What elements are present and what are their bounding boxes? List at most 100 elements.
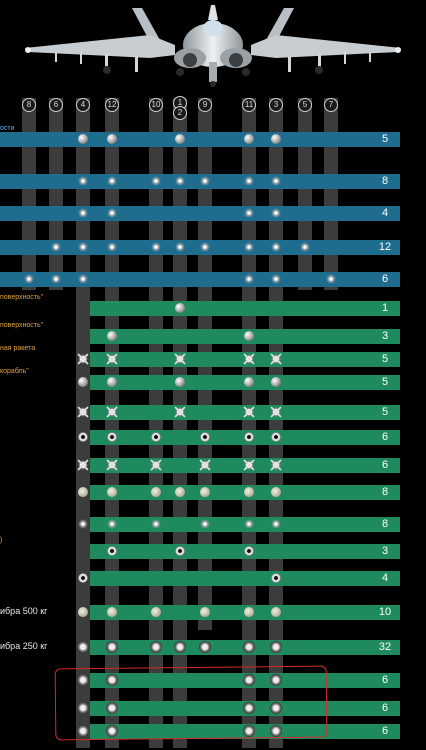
weapon-mark-icon [78, 242, 88, 252]
pylon-column-p7 [324, 98, 338, 290]
weapon-mark-icon [24, 274, 34, 284]
row-count: 32 [378, 641, 392, 653]
weapon-mark-icon [78, 487, 88, 497]
weapon-mark-icon [243, 641, 255, 653]
weapon-mark-icon [244, 242, 254, 252]
weapon-mark-icon [271, 377, 281, 387]
pylon-number-p4: 4 [76, 98, 90, 112]
row-count: 6 [381, 459, 389, 471]
weapon-mark-icon [151, 432, 161, 442]
weapon-mark-icon [173, 352, 187, 366]
pylon-number-p7: 7 [324, 98, 338, 112]
weapon-mark-icon [200, 607, 210, 617]
row-count: 1 [381, 302, 389, 314]
weapon-mark-icon [150, 641, 162, 653]
row-label: ости [0, 125, 15, 132]
weapon-mark-icon [107, 208, 117, 218]
weapon-mark-icon [244, 607, 254, 617]
row-label: поверхность" [0, 322, 44, 329]
row-count: 6 [381, 702, 389, 714]
weapon-mark-icon [175, 134, 185, 144]
weapon-mark-icon [200, 242, 210, 252]
weapon-mark-icon [300, 242, 310, 252]
weapon-mark-icon [242, 405, 256, 419]
weapon-mark-icon [244, 377, 254, 387]
weapon-mark-icon [107, 331, 117, 341]
weapon-mark-icon [106, 674, 118, 686]
weapon-mark-icon [107, 487, 117, 497]
weapon-mark-icon [51, 274, 61, 284]
pylon-number-p6: 6 [49, 98, 63, 112]
weapon-mark-icon [243, 702, 255, 714]
weapon-mark-icon [105, 405, 119, 419]
row-count: 5 [381, 376, 389, 388]
weapon-mark-icon [270, 641, 282, 653]
row-count: 5 [381, 133, 389, 145]
weapon-mark-icon [244, 331, 254, 341]
weapon-mark-icon [174, 641, 186, 653]
weapon-mark-icon [77, 674, 89, 686]
weapon-mark-icon [271, 134, 281, 144]
weapon-row[interactable] [90, 571, 400, 586]
row-count: 3 [381, 330, 389, 342]
weapon-mark-icon [78, 377, 88, 387]
pylon-column-p8 [22, 98, 36, 290]
row-count: 6 [381, 431, 389, 443]
weapon-mark-icon [175, 377, 185, 387]
weapon-mark-icon [106, 702, 118, 714]
weapon-mark-icon [149, 458, 163, 472]
row-count: 8 [381, 175, 389, 187]
weapon-mark-icon [271, 176, 281, 186]
weapon-mark-icon [175, 546, 185, 556]
row-count: 5 [381, 406, 389, 418]
weapon-row[interactable] [0, 132, 400, 147]
row-count: 6 [381, 725, 389, 737]
weapon-mark-icon [326, 274, 336, 284]
row-count: 10 [378, 606, 392, 618]
row-count: 8 [381, 518, 389, 530]
weapon-mark-icon [77, 725, 89, 737]
pylon-column-p5 [298, 98, 312, 290]
weapon-mark-icon [271, 607, 281, 617]
weapon-mark-icon [51, 242, 61, 252]
weapon-row[interactable] [0, 206, 400, 221]
row-count: 6 [381, 273, 389, 285]
weapon-mark-icon [105, 458, 119, 472]
pylon-number-p5: 5 [298, 98, 312, 112]
weapon-mark-icon [78, 134, 88, 144]
weapon-mark-icon [175, 487, 185, 497]
weapon-mark-icon [78, 519, 88, 529]
weapon-mark-icon [107, 432, 117, 442]
weapon-mark-icon [244, 487, 254, 497]
weapon-mark-icon [270, 725, 282, 737]
pylon-number-p10: 10 [149, 98, 163, 112]
weapon-mark-icon [107, 176, 117, 186]
pylon-number-p2: 2 [173, 106, 187, 120]
weapon-mark-icon [271, 208, 281, 218]
weapon-mark-icon [244, 134, 254, 144]
weapon-mark-icon [271, 519, 281, 529]
weapon-mark-icon [107, 519, 117, 529]
weapon-mark-icon [269, 352, 283, 366]
weapon-mark-icon [77, 702, 89, 714]
weapon-mark-icon [271, 432, 281, 442]
weapon-mark-icon [77, 641, 89, 653]
row-count: 3 [381, 545, 389, 557]
row-label: ) [0, 537, 3, 544]
weapon-mark-icon [151, 487, 161, 497]
weapon-mark-icon [244, 519, 254, 529]
weapon-mark-icon [105, 352, 119, 366]
weapon-mark-icon [200, 176, 210, 186]
pylon-column-p4 [76, 98, 90, 748]
weapon-mark-icon [199, 641, 211, 653]
weapon-mark-icon [270, 702, 282, 714]
pylon-column-p6 [49, 98, 63, 290]
weapon-mark-icon [200, 487, 210, 497]
weapon-mark-icon [106, 641, 118, 653]
row-count: 5 [381, 353, 389, 365]
pylon-number-p11: 11 [242, 98, 256, 112]
weapon-mark-icon [271, 242, 281, 252]
weapon-row[interactable] [0, 272, 400, 287]
weapon-mark-icon [242, 458, 256, 472]
weapon-row[interactable] [90, 301, 400, 316]
